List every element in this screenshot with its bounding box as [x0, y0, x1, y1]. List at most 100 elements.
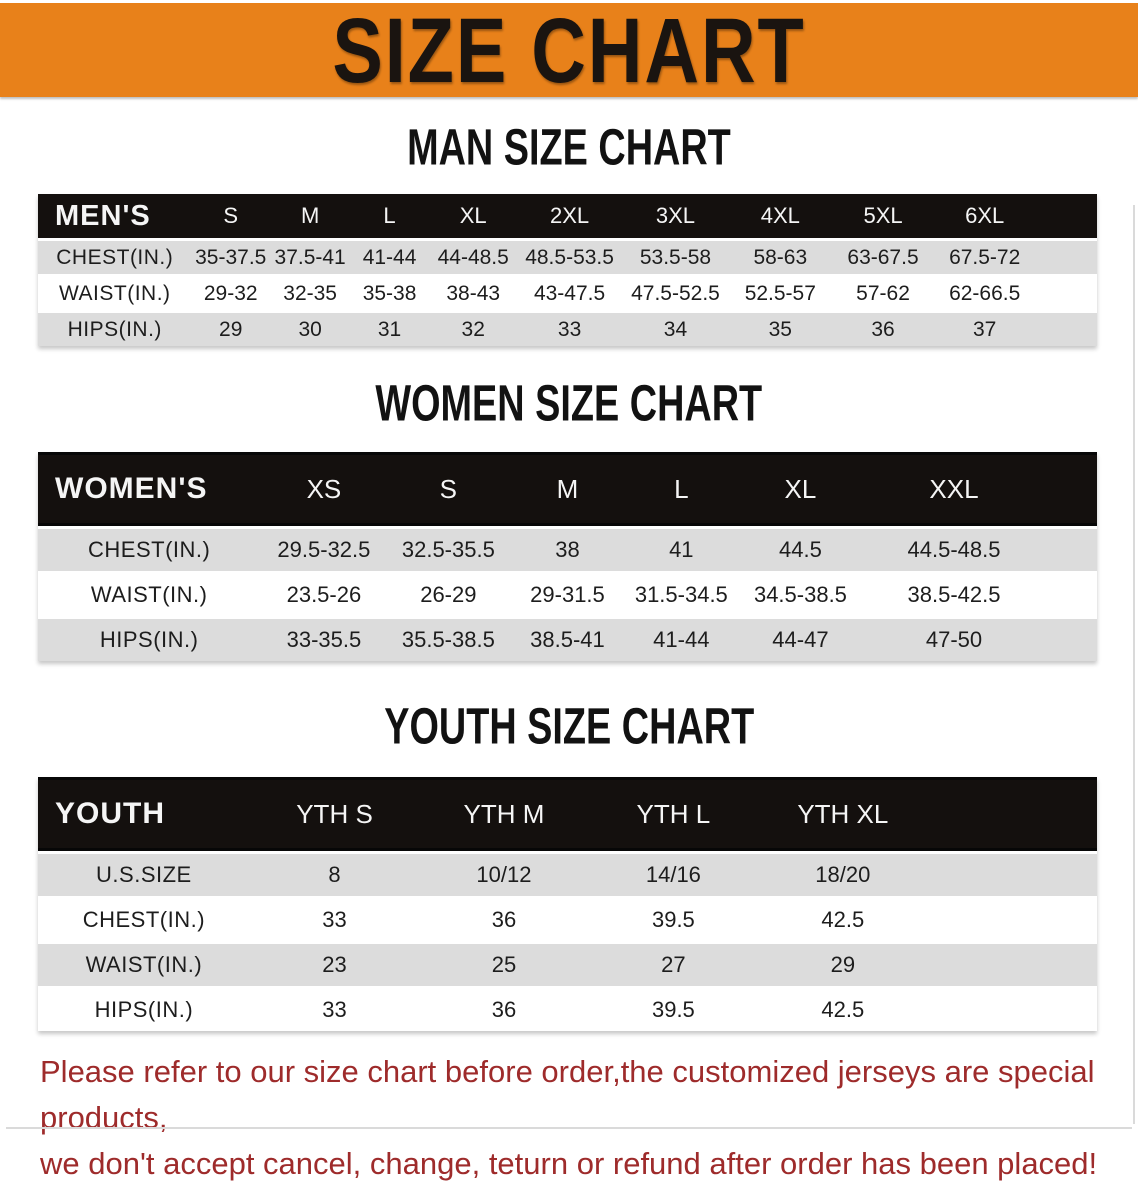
size-column-header: L	[350, 194, 429, 238]
table-row: U.S.SIZE 8 10/12 14/16 18/20	[38, 851, 1097, 896]
measurement-value-cell: 35-38	[350, 274, 429, 310]
measurement-value-cell: 52.5-57	[729, 274, 832, 310]
women-size-table: WOMEN'S XS S M L XL XXL CHEST(IN.) 29.5-32.5 32.5…	[38, 452, 1097, 661]
size-column-header: L	[625, 452, 737, 526]
measurement-value-cell: 38.5-41	[509, 616, 626, 661]
measurement-label-cell: U.S.SIZE	[38, 851, 250, 896]
measurement-value-cell: 14/16	[588, 851, 759, 896]
measurement-value-cell: 44.5	[736, 526, 864, 571]
men-section-heading-text: MAN SIZE CHART	[407, 119, 731, 177]
measurement-value-cell: 23.5-26	[260, 571, 388, 616]
size-column-header: YTH M	[419, 777, 589, 851]
measurement-value-cell: 35-37.5	[191, 238, 270, 274]
size-column-header: 5XL	[831, 194, 935, 238]
measurement-value-cell: 42.5	[758, 986, 928, 1031]
measurement-label-cell: WAIST(IN.)	[38, 274, 192, 310]
measurement-value-cell: 29	[758, 941, 928, 986]
filler-cell	[1044, 616, 1097, 661]
measurement-value-cell: 41-44	[350, 238, 429, 274]
measurement-value-cell: 53.5-58	[621, 238, 730, 274]
measurement-value-cell: 32.5-35.5	[387, 526, 510, 571]
banner: SIZE CHART	[0, 0, 1138, 102]
size-column-header: XXL	[863, 452, 1044, 526]
size-column-header: 3XL	[621, 194, 730, 238]
measurement-label-cell: WAIST(IN.)	[38, 941, 250, 986]
measurement-label-cell: CHEST(IN.)	[38, 238, 192, 274]
measurement-value-cell: 38	[509, 526, 626, 571]
youth-size-table: YOUTH YTH S YTH M YTH L YTH XL U.S.SIZE 8 10/12…	[38, 777, 1097, 1031]
page-edge-line-right	[1133, 205, 1135, 1124]
filler-cell	[927, 896, 1097, 941]
measurement-value-cell: 23	[249, 941, 420, 986]
measurement-value-cell: 30	[269, 310, 351, 346]
women-section-heading-text: WOMEN SIZE CHART	[375, 375, 763, 433]
size-column-header: YTH L	[588, 777, 759, 851]
size-column-header: XS	[260, 452, 388, 526]
measurement-value-cell: 35.5-38.5	[387, 616, 510, 661]
measurement-value-cell: 57-62	[831, 274, 935, 310]
measurement-value-cell: 31	[350, 310, 429, 346]
table-title-cell: YOUTH	[38, 777, 250, 851]
size-column-header: M	[509, 452, 626, 526]
youth-section-heading-text: YOUTH SIZE CHART	[383, 698, 754, 756]
size-column-header: S	[387, 452, 510, 526]
size-column-header: M	[269, 194, 351, 238]
size-column-header: YTH XL	[758, 777, 928, 851]
measurement-value-cell: 38-43	[428, 274, 518, 310]
table-title-cell: WOMEN'S	[38, 452, 261, 526]
size-column-header: 6XL	[934, 194, 1035, 238]
measurement-value-cell: 34.5-38.5	[736, 571, 864, 616]
measurement-value-cell: 31.5-34.5	[625, 571, 737, 616]
measurement-value-cell: 47.5-52.5	[621, 274, 730, 310]
measurement-label-cell: HIPS(IN.)	[38, 310, 192, 346]
measurement-value-cell: 44.5-48.5	[863, 526, 1044, 571]
page-edge-line-bottom	[6, 1127, 1132, 1129]
measurement-value-cell: 39.5	[588, 986, 759, 1031]
measurement-value-cell: 48.5-53.5	[517, 238, 622, 274]
measurement-value-cell: 29	[191, 310, 270, 346]
disclaimer-line-2: we don't accept cancel, change, teturn o…	[40, 1146, 1098, 1181]
measurement-value-cell: 29-32	[191, 274, 270, 310]
measurement-value-cell: 47-50	[863, 616, 1044, 661]
filler-cell	[1034, 274, 1097, 310]
measurement-value-cell: 27	[588, 941, 759, 986]
measurement-value-cell: 32-35	[269, 274, 351, 310]
measurement-value-cell: 36	[831, 310, 935, 346]
filler-cell	[927, 851, 1097, 896]
measurement-value-cell: 8	[249, 851, 420, 896]
measurement-label-cell: CHEST(IN.)	[38, 896, 250, 941]
measurement-value-cell: 62-66.5	[934, 274, 1035, 310]
measurement-value-cell: 32	[428, 310, 518, 346]
measurement-value-cell: 33	[249, 986, 420, 1031]
size-column-header: YTH S	[249, 777, 420, 851]
measurement-value-cell: 25	[419, 941, 589, 986]
measurement-value-cell: 38.5-42.5	[863, 571, 1044, 616]
disclaimer-line-1: Please refer to our size chart before or…	[40, 1054, 1095, 1135]
table-row: HIPS(IN.) 33 36 39.5 42.5	[38, 986, 1097, 1031]
table-row: CHEST(IN.) 33 36 39.5 42.5	[38, 896, 1097, 941]
table-header-row: MEN'S S M L XL 2XL 3XL 4XL 5XL 6XL	[38, 194, 1097, 238]
measurement-label-cell: WAIST(IN.)	[38, 571, 261, 616]
size-column-header: 4XL	[729, 194, 832, 238]
disclaimer: Please refer to our size chart before or…	[40, 1049, 1138, 1187]
table-title-cell: MEN'S	[38, 194, 192, 238]
measurement-value-cell: 41-44	[625, 616, 737, 661]
measurement-value-cell: 39.5	[588, 896, 759, 941]
filler-cell	[927, 986, 1097, 1031]
measurement-label-cell: HIPS(IN.)	[38, 986, 250, 1031]
table-row: HIPS(IN.) 29 30 31 32 33 34 35 36 37	[38, 310, 1097, 346]
filler-cell	[1044, 526, 1097, 571]
filler-cell	[927, 941, 1097, 986]
filler-header-cell	[1044, 452, 1097, 526]
size-column-header: XL	[428, 194, 518, 238]
table-row: WAIST(IN.) 29-32 32-35 35-38 38-43 43-47.5 47.…	[38, 274, 1097, 310]
measurement-value-cell: 37.5-41	[269, 238, 351, 274]
measurement-value-cell: 41	[625, 526, 737, 571]
filler-cell	[1034, 238, 1097, 274]
table-row: CHEST(IN.) 29.5-32.5 32.5-35.5 38 41 44.5 44.5…	[38, 526, 1097, 571]
size-column-header: 2XL	[517, 194, 622, 238]
banner-title: SIZE CHART	[332, 0, 806, 102]
measurement-value-cell: 37	[934, 310, 1035, 346]
filler-cell	[1034, 310, 1097, 346]
measurement-value-cell: 58-63	[729, 238, 832, 274]
